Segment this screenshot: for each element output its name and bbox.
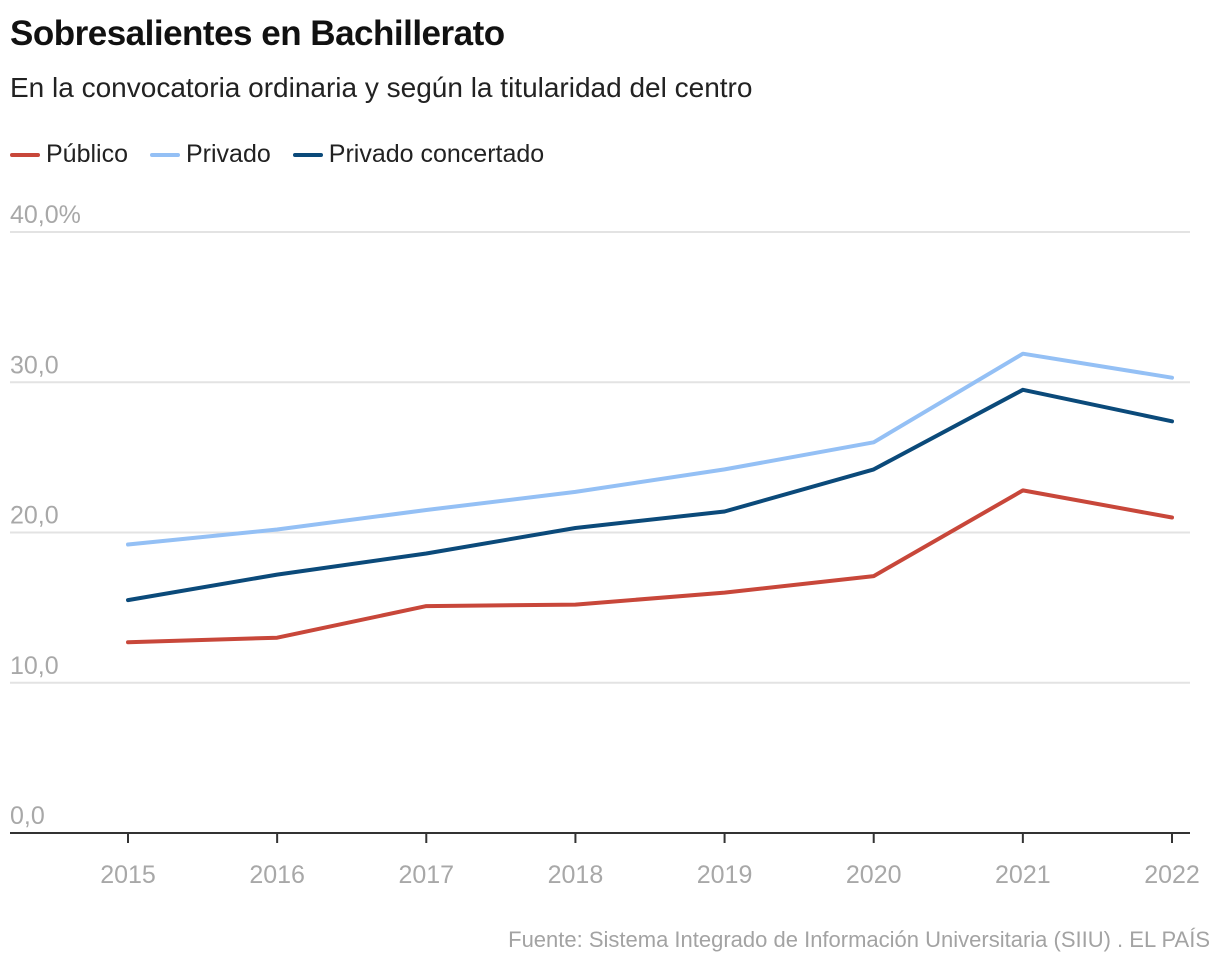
legend-item-privado-concertado: Privado concertado xyxy=(292,140,545,169)
chart-subtitle: En la convocatoria ordinaria y según la … xyxy=(10,72,753,103)
y-tick-label: 10,0 xyxy=(10,652,59,680)
x-tick-label: 2021 xyxy=(995,861,1051,889)
x-tick-label: 2016 xyxy=(249,861,305,889)
x-tick-label: 2019 xyxy=(697,861,753,889)
x-tick-label: 2022 xyxy=(1144,861,1200,889)
legend-label-privado: Privado xyxy=(186,140,271,168)
x-tick-label: 2017 xyxy=(398,861,454,889)
legend-label-publico: Público xyxy=(46,140,128,168)
y-tick-label: 40,0% xyxy=(10,201,81,229)
legend: Público Privado Privado concertado xyxy=(10,140,566,169)
chart-title: Sobresalientes en Bachillerato xyxy=(10,14,505,53)
x-tick-label: 2018 xyxy=(548,861,604,889)
y-tick-label: 0,0 xyxy=(10,802,45,830)
legend-label-privado-concertado: Privado concertado xyxy=(328,140,545,168)
legend-swatch-privado xyxy=(150,152,180,157)
legend-swatch-publico xyxy=(10,152,40,157)
series-line-privado xyxy=(126,351,1174,547)
x-tick-label: 2020 xyxy=(846,861,902,889)
y-tick-label: 20,0 xyxy=(10,502,59,530)
series-line-publico xyxy=(126,488,1174,645)
y-tick-label: 30,0 xyxy=(10,351,59,379)
legend-item-publico: Público xyxy=(10,140,128,169)
series-line-privado-concertado xyxy=(126,387,1174,603)
legend-item-privado: Privado xyxy=(150,140,271,169)
source-note: Fuente: Sistema Integrado de Información… xyxy=(508,927,1210,952)
legend-swatch-privado-concertado xyxy=(292,152,323,157)
x-tick-label: 2015 xyxy=(100,861,156,889)
